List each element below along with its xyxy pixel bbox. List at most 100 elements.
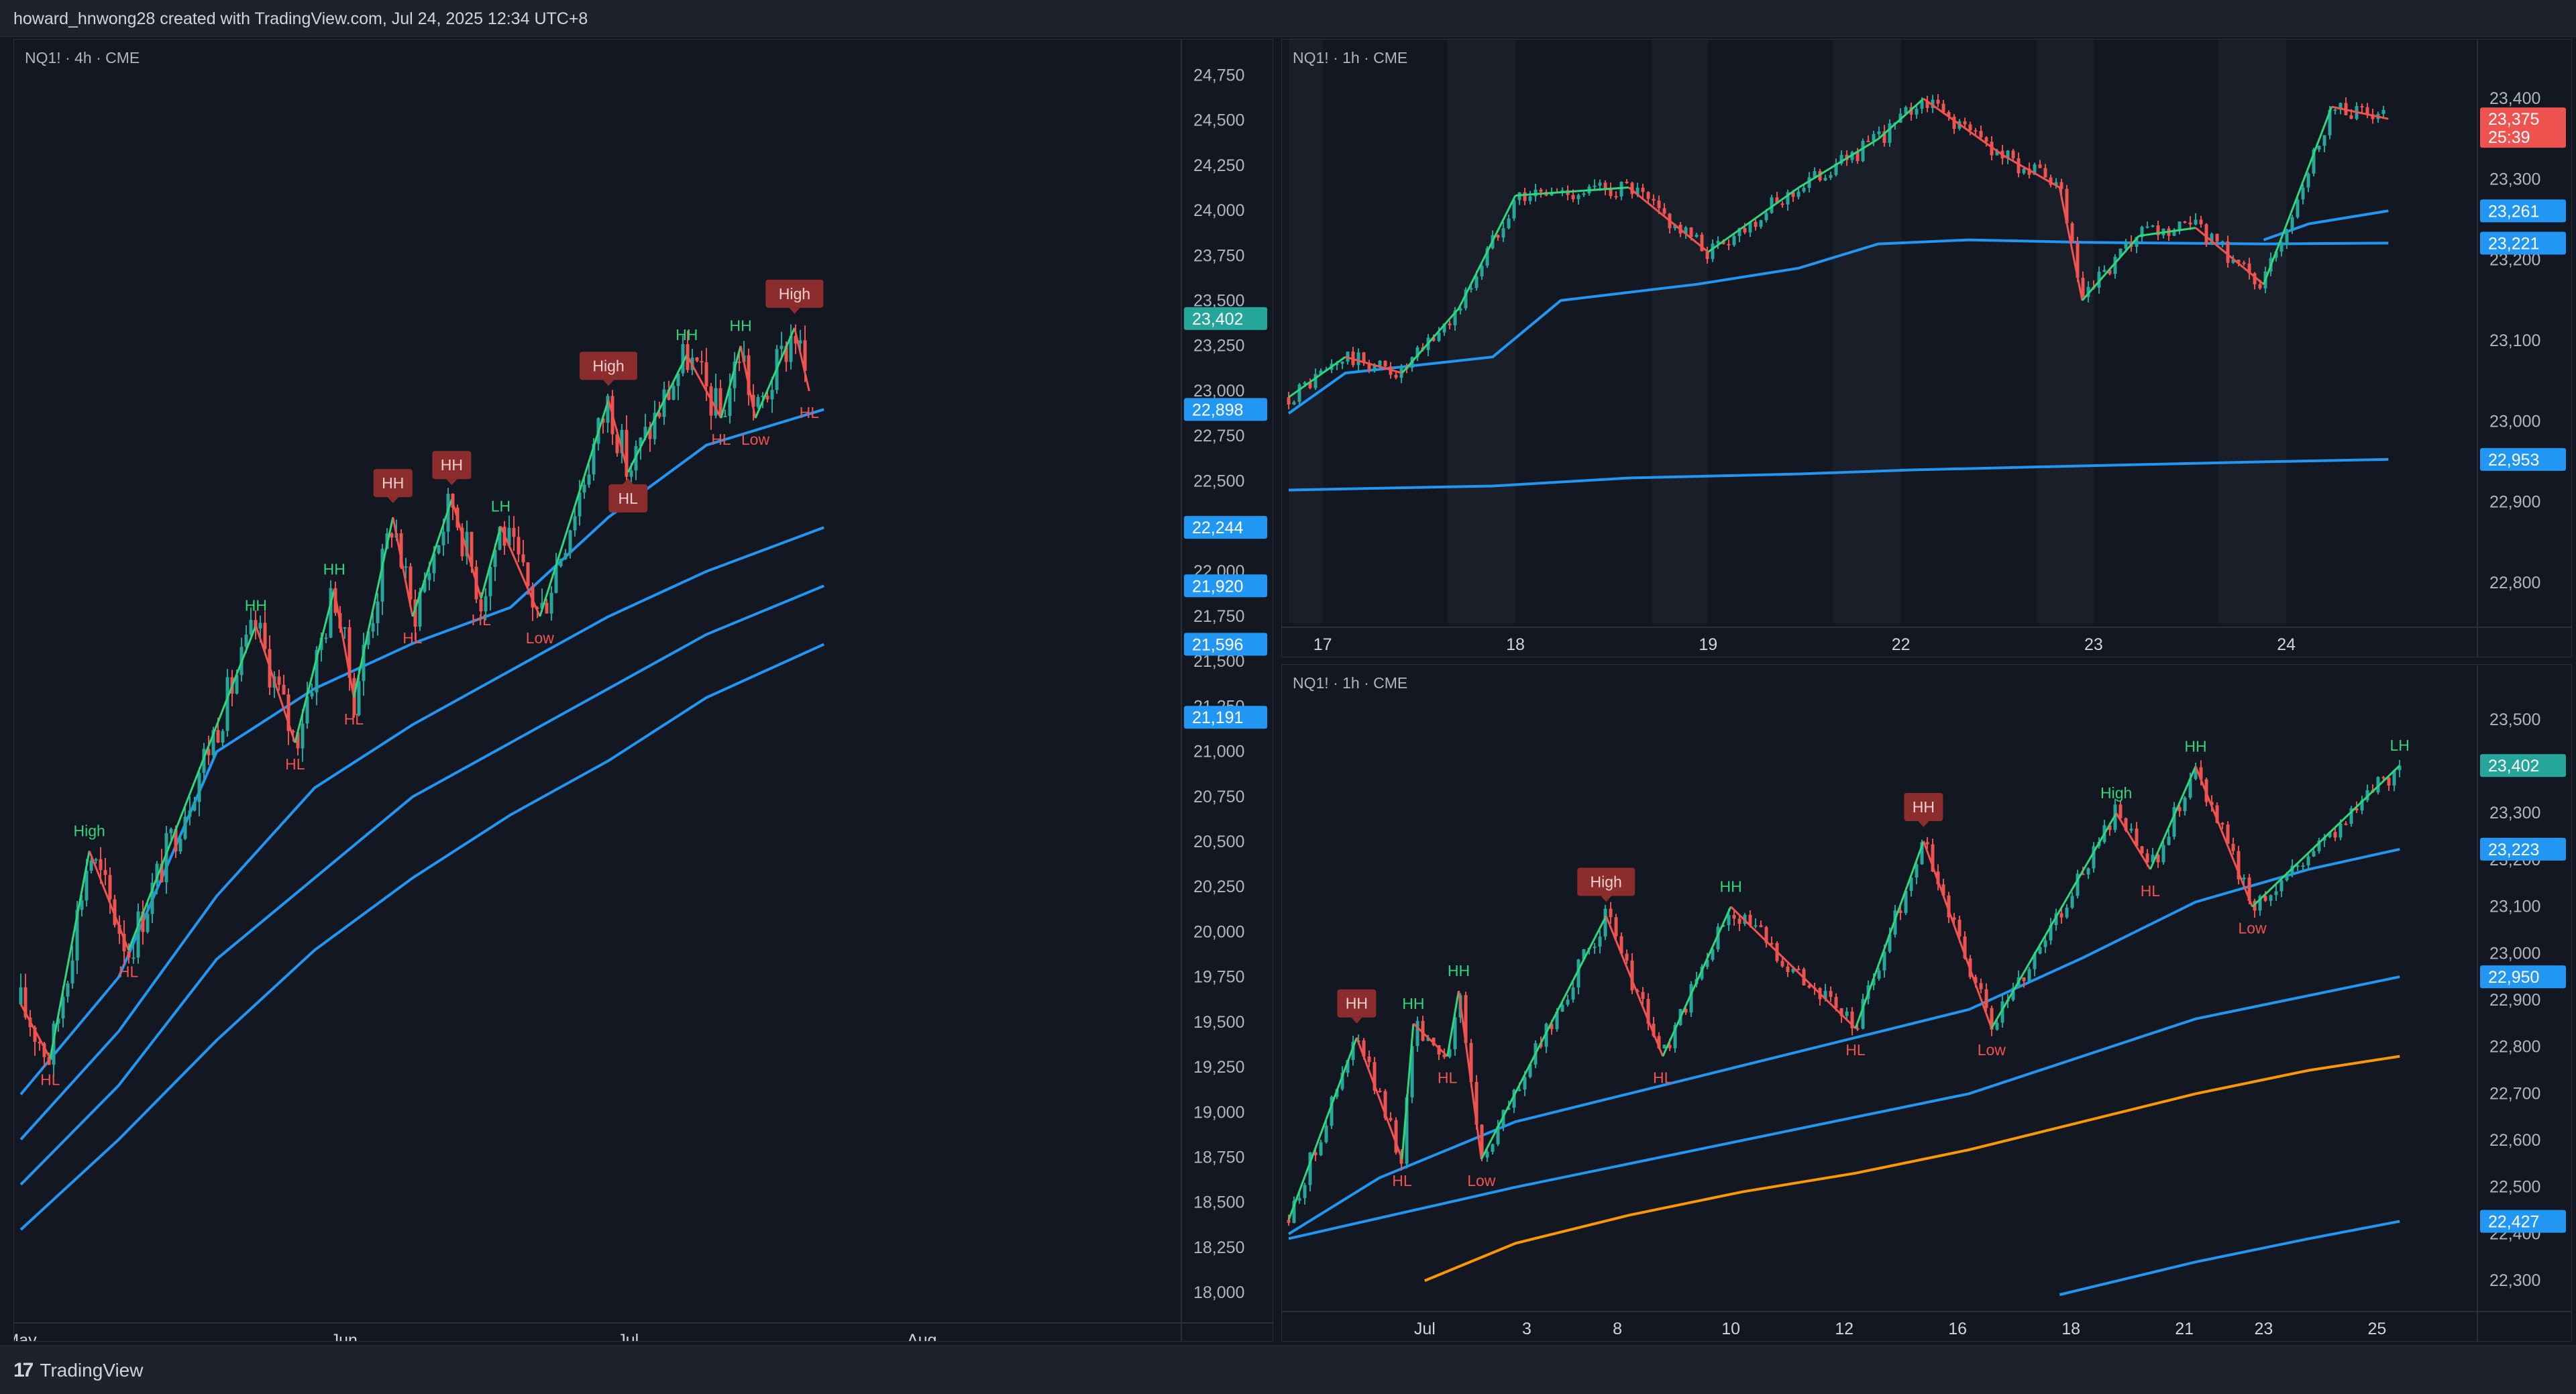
chart-panel-1h-bottom[interactable]: 23,50023,40023,30023,20023,10023,00022,9… [1281,664,2572,1342]
ema-line [1288,458,2389,492]
badge-tip [1601,896,1612,902]
candle-body [371,623,375,632]
candle-body [1974,130,1978,132]
candle-body [1614,196,1618,198]
candle-body [2247,877,2251,901]
candle-body [1534,189,1538,197]
candle-body [2081,873,2085,875]
candle-body [1652,199,1656,201]
candle-body [1764,926,1768,943]
candle-body [2220,822,2224,825]
candle-body [1727,244,1731,246]
candle-body [1464,995,1468,1043]
candle-body [2226,241,2230,263]
candle-body [2000,1001,2004,1023]
candle-body [19,987,23,1004]
candle-body [545,602,549,614]
candle-body [2215,805,2219,823]
zigzag-segment [1401,1023,1415,1160]
candle-body [2274,252,2278,258]
price-tag [1184,307,1267,330]
zigzag-segment [1401,307,1460,374]
zigzag-segment [1412,1022,1448,1057]
swing-label: Low [1978,1041,2006,1059]
y-tick-label: 18,000 [1193,1283,1244,1302]
candle-body [2156,225,2160,235]
candle-body [1834,997,1838,1008]
y-tick-label: 24,250 [1193,156,1244,175]
symbol-label: NQ1! · 1h · CME [1293,674,1408,692]
zigzag-segment [1287,1037,1358,1221]
candle-body [174,828,178,852]
candle-body [2242,262,2246,264]
zigzag-segment [480,526,502,599]
candle-body [1308,1152,1312,1185]
candle-body [1448,323,1452,325]
swing-label: HH [323,561,345,578]
candle-body [2033,164,2037,175]
candle-body [2269,895,2273,901]
candle-body [2086,286,2090,297]
price-tag-label: 22,427 [2488,1213,2539,1232]
zigzag-segment [2195,227,2265,285]
chart-panel-4h[interactable]: 24,750 24,500 24,250 24,000 23,750 23,500 23,2… [13,39,1273,1342]
candle-body [291,731,295,733]
zigzag-segment [1288,356,1346,398]
candle-body [1507,1108,1511,1110]
candle-body [197,773,201,802]
candle-body [737,362,741,364]
y-tick-label: 20,750 [1193,788,1244,806]
candle-body [2027,168,2031,175]
candle-body [765,395,769,400]
brand[interactable]: 17 TradingView [13,1359,143,1382]
candle-body [1550,1024,1554,1030]
candle-body [1356,352,1360,366]
candle-body [225,677,229,731]
candle-body [282,684,286,695]
candle-body [1748,221,1752,233]
chart-panel-1h-top[interactable]: 23,400 23,300 23,200 23,100 23,000 22,900 22,8… [1281,39,2572,657]
candle-body [2392,770,2396,786]
candle-body [1453,310,1457,325]
zigzag-segment [1923,97,2004,156]
candle-body [2339,103,2343,110]
candle-body [1979,983,1983,989]
candle-body [1571,987,1575,1000]
candle-body [2274,891,2278,896]
chart-canvas: 23,40023,30023,20023,10023,00022,90022,8… [1282,40,2571,657]
swing-label: HL [344,710,364,728]
x-tick-label: 23 [2084,635,2103,654]
candle-body [559,559,563,566]
candle-body [2151,225,2155,227]
candle-body [1555,1011,1559,1030]
swing-label: HL [711,431,731,448]
candle-body [1770,943,1774,945]
candle-body [1442,323,1446,333]
candle-body [643,427,647,438]
candle-body [1394,1120,1398,1153]
swing-label: HH [729,317,751,335]
price-tag [2480,447,2566,471]
candle-body [1432,1037,1436,1046]
zigzag-segment [411,498,453,617]
candle-body [2070,896,2074,908]
y-tick-label: 22,600 [2489,1131,2540,1150]
candle-body [1995,150,1999,156]
swing-label: HH [676,326,698,343]
candle-body [2038,164,2042,168]
candle-body [2129,828,2133,830]
candle-body [301,723,305,749]
candle-body [1705,959,1709,967]
candle-body [75,910,79,961]
candle-body [1995,1022,1999,1030]
candle-body [2199,767,2203,780]
header-bar: howard_hnwong28 created with TradingView… [0,0,2576,37]
candle-body [324,637,328,639]
candle-body [1759,220,1763,227]
price-tag [2480,965,2566,989]
candle-body [409,566,413,600]
swing-label: High [74,822,105,839]
zigzag-segment [2262,106,2333,285]
candle-body [723,416,727,418]
candle-body [1931,99,1935,109]
